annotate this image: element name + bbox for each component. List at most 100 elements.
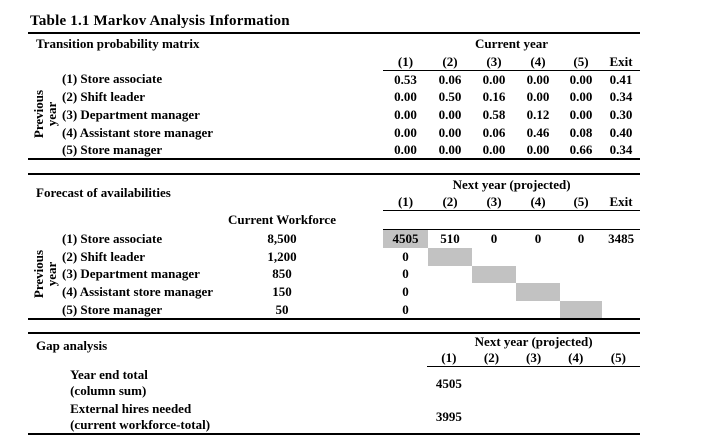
col-header-2: (2) <box>470 349 513 367</box>
row-label: (5) Store manager <box>62 301 163 317</box>
matrix-cell: 0.34 <box>609 142 633 158</box>
forecast-cell <box>602 248 640 266</box>
matrix-cell: 0.53 <box>394 71 417 87</box>
matrix-cell: 0.06 <box>438 71 462 87</box>
row-label: (5) Store manager <box>62 142 163 158</box>
forecast-cell: 0 <box>402 266 409 282</box>
col-header-1: (1) <box>383 54 429 71</box>
table-title: Table 1.1 Markov Analysis Information <box>28 0 640 34</box>
matrix-cell: 0.00 <box>394 89 417 105</box>
forecast-cell <box>516 248 560 266</box>
forecast-table: Forecast of availabilities Next year (pr… <box>28 173 641 320</box>
matrix-cell: 0.50 <box>438 89 462 105</box>
col-header-3: (3) <box>472 194 517 212</box>
row-label: (1) Store associate <box>62 71 163 87</box>
table-row: Previous year (1) Store associate 0.53 0… <box>28 71 640 138</box>
gap-value-cell: 4505 <box>435 375 462 391</box>
matrix-cell: 0.00 <box>526 142 550 158</box>
forecast-cell <box>428 283 472 301</box>
col-header-4: (4) <box>554 349 597 367</box>
table-row: (3) Department manager 850 0 <box>28 265 640 284</box>
table-row: (2) Shift leader 1,200 0 <box>28 247 640 266</box>
forecast-cell-highlighted <box>428 247 473 266</box>
matrix-cell: 0.58 <box>482 106 506 122</box>
workforce-cell: 1,200 <box>267 248 297 264</box>
col-header-1: (1) <box>383 194 429 212</box>
matrix-cell: 0.00 <box>394 106 417 122</box>
matrix-cell: 0.00 <box>526 71 550 87</box>
gap-analysis-table: Gap analysis Next year (projected) (1) (… <box>28 331 640 436</box>
matrix-cell: 0.34 <box>609 89 633 105</box>
section-label-forecast: Forecast of availabilities <box>36 185 171 201</box>
forecast-cell <box>560 266 602 284</box>
forecast-cell-highlighted <box>516 283 561 302</box>
matrix-cell: 0.00 <box>438 142 462 158</box>
forecast-cell <box>602 266 640 284</box>
gap-value-cell: 3995 <box>435 408 462 424</box>
matrix-cell: 0.00 <box>394 142 417 158</box>
section-label-transition: Transition probability matrix <box>36 36 200 51</box>
matrix-cell: 0.00 <box>438 106 462 122</box>
previous-year-axis-label: Previous year <box>28 71 62 160</box>
forecast-cell: 0 <box>402 248 409 264</box>
col-header-5: (5) <box>596 349 640 367</box>
forecast-cell <box>428 301 472 319</box>
matrix-cell: 0.40 <box>609 124 633 140</box>
col-header-5: (5) <box>560 194 603 212</box>
gap-row-label: Year end total (column sum) <box>70 367 148 399</box>
forecast-cell <box>428 266 472 284</box>
forecast-cell <box>516 266 560 284</box>
matrix-cell: 0.00 <box>569 89 593 105</box>
next-year-group-header: Next year (projected) <box>452 176 571 192</box>
col-header-5: (5) <box>560 54 603 71</box>
workforce-cell: 850 <box>272 266 292 282</box>
table-row: Previous year (1) Store associate 8,500 … <box>28 229 640 298</box>
matrix-cell: 0.16 <box>482 89 506 105</box>
current-workforce-header: Current Workforce <box>228 212 336 228</box>
col-header-2: (2) <box>428 194 473 212</box>
forecast-cell <box>472 283 516 301</box>
forecast-cell <box>516 301 560 319</box>
row-label: (4) Assistant store manager <box>62 124 214 140</box>
matrix-cell: 0.00 <box>569 71 593 87</box>
table-row: (5) Store manager 0.00 0.00 0.00 0.00 0.… <box>28 142 640 160</box>
matrix-cell: 0.00 <box>438 124 462 140</box>
previous-year-rotated-text: Previous year <box>31 90 59 139</box>
col-header-2: (2) <box>428 54 473 71</box>
matrix-cell: 0.00 <box>482 71 506 87</box>
table-row: (4) Assistant store manager 0.00 0.00 0.… <box>28 124 640 142</box>
col-header-4: (4) <box>516 194 561 212</box>
matrix-cell: 0.30 <box>609 106 633 122</box>
table-row: (3) Department manager 0.00 0.00 0.58 0.… <box>28 106 640 124</box>
table-sheet: Table 1.1 Markov Analysis Information Tr… <box>28 0 641 436</box>
table-row: (4) Assistant store manager 150 0 <box>28 283 640 302</box>
forecast-cell-highlighted: 4505 <box>383 229 429 248</box>
forecast-cell <box>472 248 516 266</box>
matrix-cell: 0.00 <box>569 106 593 122</box>
gap-row-label: External hires needed (current workforce… <box>70 400 211 432</box>
previous-year-rotated-text: Previous year <box>31 249 59 299</box>
row-label: (4) Assistant store manager <box>62 284 214 300</box>
forecast-cell <box>560 248 602 266</box>
col-header-exit: Exit <box>602 194 641 212</box>
forecast-cell <box>560 283 602 301</box>
table-row: External hires needed (current workforce… <box>28 400 640 434</box>
previous-year-axis-label: Previous year <box>28 230 62 319</box>
forecast-cell-highlighted <box>472 265 517 284</box>
matrix-cell: 0.06 <box>482 124 506 140</box>
workforce-cell: 8,500 <box>267 230 297 246</box>
forecast-cell: 3485 <box>608 231 635 247</box>
col-header-1: (1) <box>427 349 471 367</box>
col-header-exit: Exit <box>602 54 641 71</box>
col-header-3: (3) <box>512 349 555 367</box>
table-row: (2) Shift leader 0.00 0.50 0.16 0.00 0.0… <box>28 88 640 106</box>
current-year-group-header: Current year <box>475 36 549 51</box>
row-label: (1) Store associate <box>62 230 163 246</box>
col-header-3: (3) <box>472 54 517 71</box>
forecast-cell: 0 <box>490 231 498 247</box>
matrix-cell: 0.12 <box>526 106 550 122</box>
row-label: (3) Department manager <box>62 266 200 282</box>
matrix-cell: 0.66 <box>569 142 593 158</box>
table-row: Year end total (column sum) 4505 <box>28 366 640 400</box>
